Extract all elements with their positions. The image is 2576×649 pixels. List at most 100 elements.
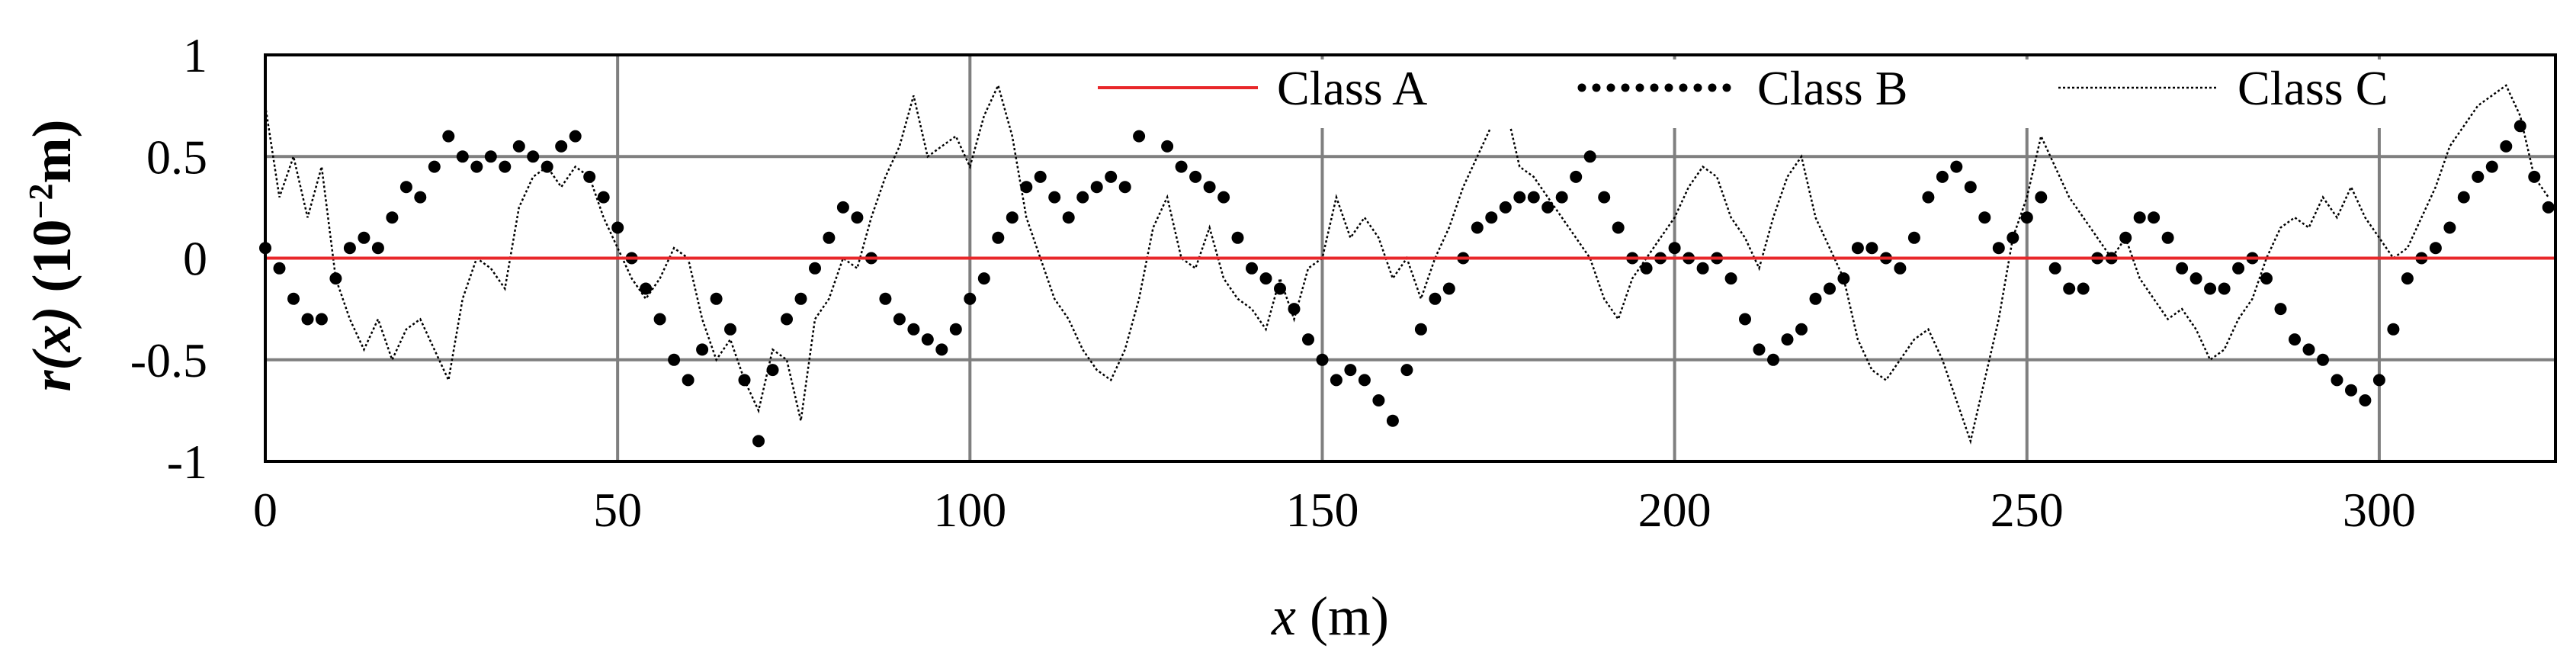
data-point-class-b: [781, 313, 793, 326]
y-axis-variable: r(x): [21, 307, 82, 392]
data-point-class-b: [2161, 231, 2174, 244]
data-point-class-b: [1795, 323, 1808, 336]
data-point-class-b: [1767, 353, 1779, 366]
data-point-class-b: [1555, 191, 1568, 204]
data-point-class-b: [2372, 374, 2385, 387]
data-point-class-b: [541, 160, 553, 173]
data-point-class-b: [1274, 282, 1286, 295]
x-tick-label: 250: [1991, 483, 2064, 537]
legend: Class A Class B Class C: [1071, 59, 2428, 128]
data-point-class-b: [1161, 140, 1174, 153]
data-point-class-b: [1020, 181, 1033, 194]
data-point-class-b: [2359, 394, 2372, 406]
data-point-class-b: [315, 313, 328, 326]
y-tick-label: 1: [183, 28, 207, 82]
x-tick-label: 100: [933, 483, 1006, 537]
data-point-class-b: [1344, 364, 1357, 377]
data-point-class-b: [329, 272, 342, 285]
y-tick-label: 0.5: [146, 130, 207, 184]
data-point-class-b: [1696, 262, 1709, 275]
series-class-c-line: [264, 82, 2549, 445]
data-point-class-b: [2274, 303, 2287, 316]
x-tick-label: 0: [253, 483, 277, 537]
data-point-class-b: [921, 333, 934, 346]
data-point-class-b: [343, 242, 356, 255]
data-point-class-b: [879, 292, 892, 305]
data-point-class-b: [1936, 170, 1949, 183]
data-point-class-b: [823, 231, 836, 244]
data-point-class-b: [2302, 343, 2315, 356]
data-point-class-b: [1739, 313, 1751, 326]
legend-background: [1071, 59, 2428, 128]
data-point-class-b: [1118, 181, 1131, 194]
data-point-class-b: [1612, 221, 1625, 234]
data-point-class-b: [597, 191, 610, 204]
data-point-class-b: [738, 374, 751, 387]
data-point-class-b: [2048, 262, 2061, 275]
data-point-class-b: [2500, 140, 2513, 153]
data-point-class-b: [2443, 221, 2456, 234]
data-point-class-b: [1894, 262, 1907, 275]
data-point-class-b: [1034, 170, 1047, 183]
data-point-class-b: [1824, 282, 1836, 295]
data-point-class-b: [499, 160, 512, 173]
data-point-class-b: [1907, 231, 1920, 244]
data-point-class-b: [273, 262, 286, 275]
data-point-class-b: [1964, 181, 1977, 194]
data-point-class-b: [1288, 303, 1301, 316]
data-point-class-b: [2331, 374, 2343, 387]
data-point-class-b: [1090, 181, 1103, 194]
data-point-class-b: [1414, 323, 1427, 336]
data-point-class-b: [512, 140, 525, 153]
x-axis-unit: (m): [1296, 586, 1389, 647]
data-point-class-b: [1513, 191, 1526, 204]
data-point-class-b: [1485, 211, 1498, 224]
data-point-class-b: [2457, 191, 2470, 204]
data-point-class-b: [2513, 120, 2526, 133]
y-tick-label: 0: [183, 232, 207, 286]
data-point-class-b: [371, 242, 384, 255]
data-point-class-b: [1809, 292, 1822, 305]
data-point-class-b: [710, 292, 723, 305]
data-point-class-b: [1992, 242, 2005, 255]
data-point-class-b: [2528, 170, 2541, 183]
data-point-class-b: [2148, 211, 2161, 224]
data-point-class-b: [399, 181, 412, 194]
data-point-class-b: [1231, 231, 1244, 244]
data-point-class-b: [1105, 170, 1118, 183]
data-point-class-b: [1753, 343, 1766, 356]
y-axis-title: r(x) (10−2m): [21, 120, 82, 392]
data-point-class-b: [1724, 272, 1737, 285]
data-point-class-b: [1246, 262, 1258, 275]
data-point-class-b: [682, 374, 695, 387]
data-point-class-b: [358, 231, 371, 244]
data-point-class-b: [752, 435, 765, 448]
data-point-class-b: [2289, 333, 2301, 346]
legend-label-class-b: Class B: [1757, 61, 1907, 115]
data-point-class-b: [2345, 384, 2357, 397]
series-class-b: [259, 109, 2555, 448]
data-point-class-b: [1527, 191, 1540, 204]
data-point-class-b: [2133, 211, 2146, 224]
data-point-class-b: [470, 160, 483, 173]
data-point-class-b: [1386, 414, 1399, 427]
data-point-class-b: [1259, 272, 1272, 285]
data-point-class-b: [428, 160, 441, 173]
data-point-class-b: [2485, 160, 2498, 173]
data-point-class-b: [2189, 272, 2202, 285]
legend-label-class-c: Class C: [2238, 61, 2388, 115]
data-point-class-b: [1133, 130, 1146, 143]
data-point-class-b: [1583, 150, 1596, 163]
data-point-class-b: [766, 364, 779, 377]
data-point-class-b: [668, 353, 681, 366]
data-point-class-b: [1372, 394, 1385, 406]
data-point-class-b: [2429, 242, 2442, 255]
data-point-class-b: [1598, 191, 1611, 204]
data-point-class-b: [2020, 211, 2033, 224]
data-point-class-b: [442, 130, 455, 143]
data-point-class-b: [484, 150, 497, 163]
data-point-class-b: [1640, 262, 1653, 275]
data-point-class-b: [2542, 201, 2555, 214]
y-tick-label: -1: [167, 435, 207, 489]
